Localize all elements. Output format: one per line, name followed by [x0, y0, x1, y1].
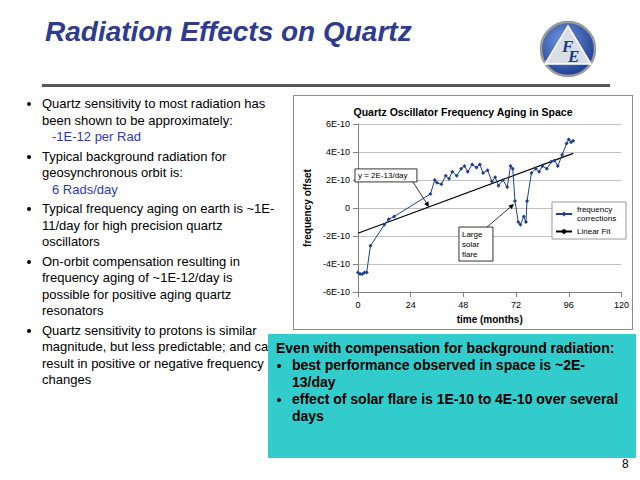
svg-text:-6E-10: -6E-10 [323, 287, 350, 297]
svg-text:2E-10: 2E-10 [326, 175, 350, 185]
svg-text:48: 48 [458, 300, 468, 310]
html-text:8: 8 [622, 457, 629, 471]
svg-text:4E-10: 4E-10 [326, 147, 350, 157]
svg-text:24: 24 [406, 300, 416, 310]
svg-text:0: 0 [355, 300, 360, 310]
svg-text:frequency offset: frequency offset [302, 168, 313, 246]
html-text:Quartz sensitivity to most rad: Quartz sensitivity to most radiation has… [42, 96, 266, 128]
svg-text:E: E [567, 47, 579, 66]
svg-text:-4E-10: -4E-10 [323, 259, 350, 269]
svg-text:solar: solar [462, 240, 482, 249]
html-text:-1E-12 per Rad: -1E-12 per Rad [52, 129, 141, 144]
html-text:On-orbit compensation resultin: On-orbit compensation resulting in frequ… [42, 253, 240, 318]
svg-text:flare: flare [462, 250, 478, 259]
svg-text:6E-10: 6E-10 [326, 119, 350, 129]
html-text:6 Rads/day: 6 Rads/day [52, 181, 118, 197]
html-text:Even with compensation for bac: Even with compensation for background ra… [276, 340, 615, 356]
svg-text:Quartz Oscillator Frequency Ag: Quartz Oscillator Frequency Aging in Spa… [354, 106, 573, 118]
svg-text:time (months): time (months) [457, 314, 523, 325]
html-text:Radiation Effects on Quartz: Radiation Effects on Quartz [45, 16, 412, 47]
svg-text:Linear Fit: Linear Fit [577, 227, 611, 236]
html-text:Quartz sensitivity to protons: Quartz sensitivity to protons is similar… [42, 322, 276, 387]
html-text:Typical frequency aging on ear: Typical frequency aging on earth is ~1E-… [42, 201, 275, 249]
svg-text:corrections: corrections [577, 214, 616, 223]
svg-text:120: 120 [614, 300, 629, 310]
svg-text:y = 2E-13/day: y = 2E-13/day [358, 171, 408, 180]
svg-text:0: 0 [345, 203, 350, 213]
html-text:best performance observed in s: best performance observed in space is ~2… [292, 357, 585, 390]
svg-text:frequency: frequency [577, 205, 614, 214]
svg-text:Large: Large [462, 230, 485, 239]
svg-text:72: 72 [511, 300, 521, 310]
svg-text:-2E-10: -2E-10 [323, 231, 350, 241]
svg-text:96: 96 [564, 300, 574, 310]
html-text:Typical background radiation f: Typical background radiation for geosync… [42, 148, 227, 180]
html-text:effect of solar flare is 1E-10: effect of solar flare is 1E-10 to 4E-10 … [292, 391, 618, 424]
